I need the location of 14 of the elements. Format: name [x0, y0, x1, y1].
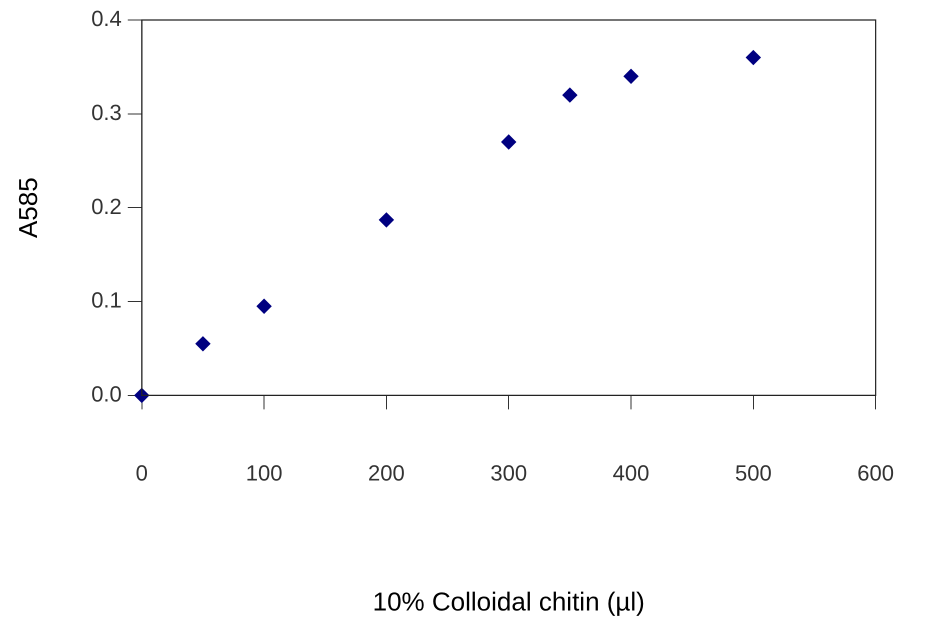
x-axis-title: 10% Colloidal chitin (µl): [372, 586, 645, 617]
x-tick-label: 600: [857, 460, 894, 486]
y-axis-title: A585: [12, 177, 43, 238]
y-tick-label: 0.3: [91, 100, 122, 125]
y-tick-label: 0.1: [91, 288, 122, 313]
x-tick-label: 0: [136, 460, 148, 486]
x-tick-label: 100: [246, 460, 282, 486]
x-tick-label: 500: [734, 460, 772, 486]
y-tick-label: 0.0: [91, 381, 122, 406]
y-tick-label: 0.2: [91, 194, 122, 219]
x-tick-label: 300: [490, 460, 528, 486]
x-tick-label: 400: [612, 460, 650, 486]
y-tick-label: 0.4: [91, 6, 122, 32]
x-tick-label: 200: [368, 460, 405, 486]
